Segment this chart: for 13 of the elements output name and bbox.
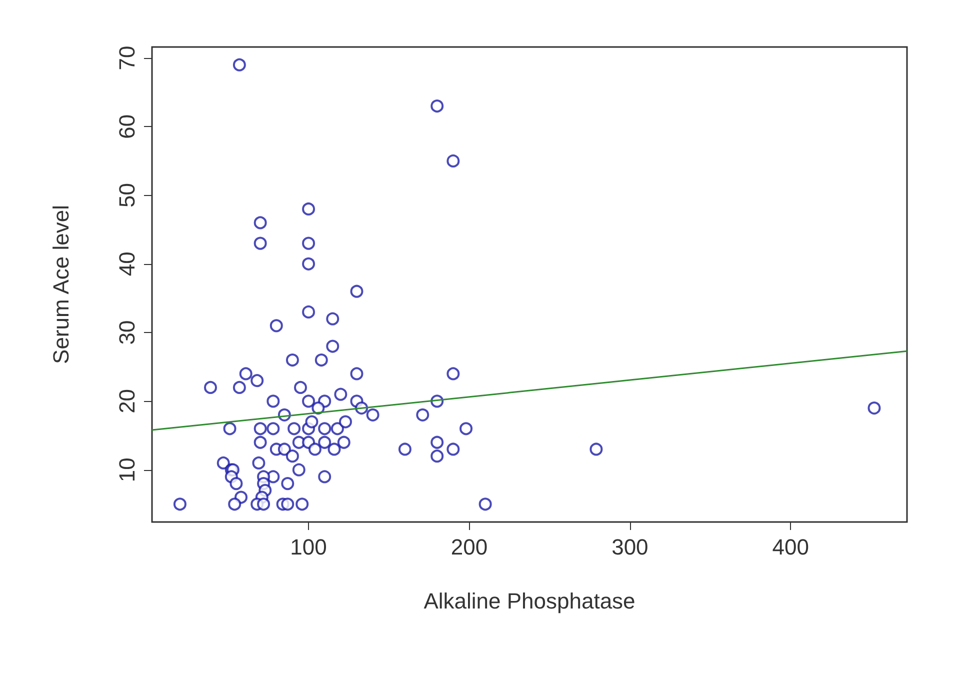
- y-tick-label: 60: [114, 114, 140, 139]
- y-tick-label: 30: [114, 320, 140, 345]
- x-tick-label: 300: [612, 534, 648, 560]
- y-tick-label: 20: [114, 388, 140, 414]
- y-tick-label: 70: [114, 46, 140, 70]
- y-tick-label: 50: [114, 183, 140, 208]
- y-tick-label: 10: [114, 458, 140, 482]
- x-tick-label: 200: [450, 534, 488, 560]
- y-tick-label: 40: [114, 252, 140, 276]
- x-tick-label: 100: [290, 534, 327, 560]
- x-tick-label: 400: [772, 534, 810, 560]
- y-axis-title: Serum Ace level: [48, 205, 74, 364]
- x-axis-title: Alkaline Phosphatase: [424, 588, 636, 614]
